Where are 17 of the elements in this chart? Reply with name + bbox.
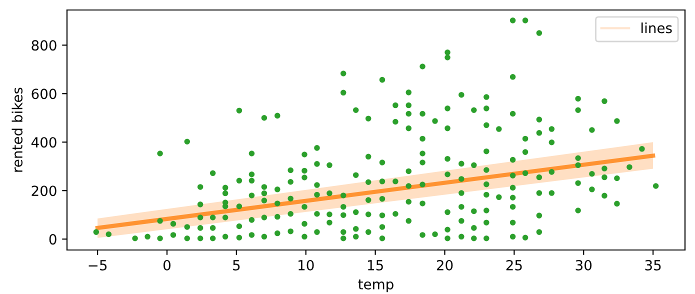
x-tick-label: 5: [233, 260, 240, 270]
y-tick-label: 0: [49, 234, 56, 245]
x-tick-label: 25: [506, 260, 522, 270]
x-tick-label: 20: [436, 260, 453, 270]
x-axis-title: temp: [358, 280, 394, 292]
y-tick-label: 800: [32, 40, 56, 51]
y-tick-label: 600: [32, 88, 56, 100]
y-tick-label: 200: [32, 186, 56, 196]
x-tick-label: 10: [298, 260, 314, 270]
x-tick-label: 0: [163, 260, 170, 270]
x-tick-label: −5: [88, 260, 107, 270]
x-tick-label: 35: [645, 260, 661, 270]
y-tick-label: 400: [31, 137, 56, 148]
x-tick-label: 15: [368, 260, 383, 270]
y-axis-title: rented bikes: [12, 88, 23, 172]
x-tick-label: 30: [576, 260, 592, 270]
legend-label: lines: [642, 22, 672, 34]
